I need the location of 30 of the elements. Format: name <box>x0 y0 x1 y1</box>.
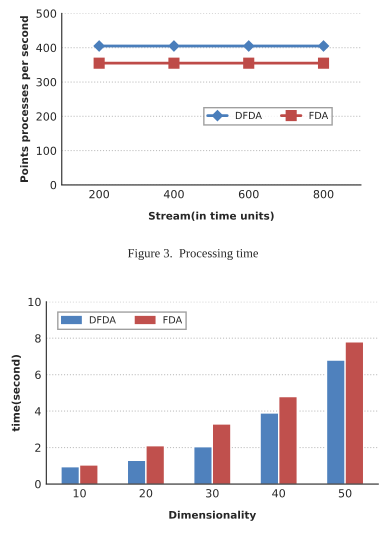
x-tick-label: 30 <box>206 489 219 498</box>
y-tick-label: 0 <box>35 480 41 488</box>
y-tick-label: 0 <box>50 180 56 190</box>
x-tick-label: 20 <box>140 489 152 498</box>
legend-label: FDA <box>310 112 328 119</box>
x-tick-label: 50 <box>338 489 352 498</box>
y-tick-label: 300 <box>36 78 56 86</box>
x-axis-title: Dimensionality <box>169 510 256 521</box>
y-tick-label: 100 <box>36 146 56 155</box>
y-tick-label: 4 <box>34 407 41 416</box>
x-tick-label: 800 <box>314 190 334 198</box>
y-axis-title: time(second) <box>12 355 21 432</box>
y-tick-label: 10 <box>28 298 41 306</box>
caption: Figure 3. Processing time <box>128 249 258 260</box>
legend-label: FDA <box>164 316 182 324</box>
y-axis-title: Points processes per second <box>20 16 30 182</box>
x-axis-title: Stream(in time units) <box>148 212 274 221</box>
y-tick-label: 500 <box>36 9 56 18</box>
x-tick-label: 40 <box>272 489 286 498</box>
x-tick-label: 200 <box>89 190 110 198</box>
y-tick-label: 400 <box>36 44 56 52</box>
x-tick-label: 600 <box>238 190 259 198</box>
y-tick-label: 200 <box>36 112 56 121</box>
y-tick-label: 2 <box>35 444 40 452</box>
legend-label: DFDA <box>90 316 116 324</box>
y-tick-label: 6 <box>35 370 41 380</box>
x-tick-label: 10 <box>74 489 86 498</box>
y-tick-label: 8 <box>35 334 41 343</box>
x-tick-label: 400 <box>164 190 184 198</box>
legend-label: DFDA <box>236 112 262 119</box>
